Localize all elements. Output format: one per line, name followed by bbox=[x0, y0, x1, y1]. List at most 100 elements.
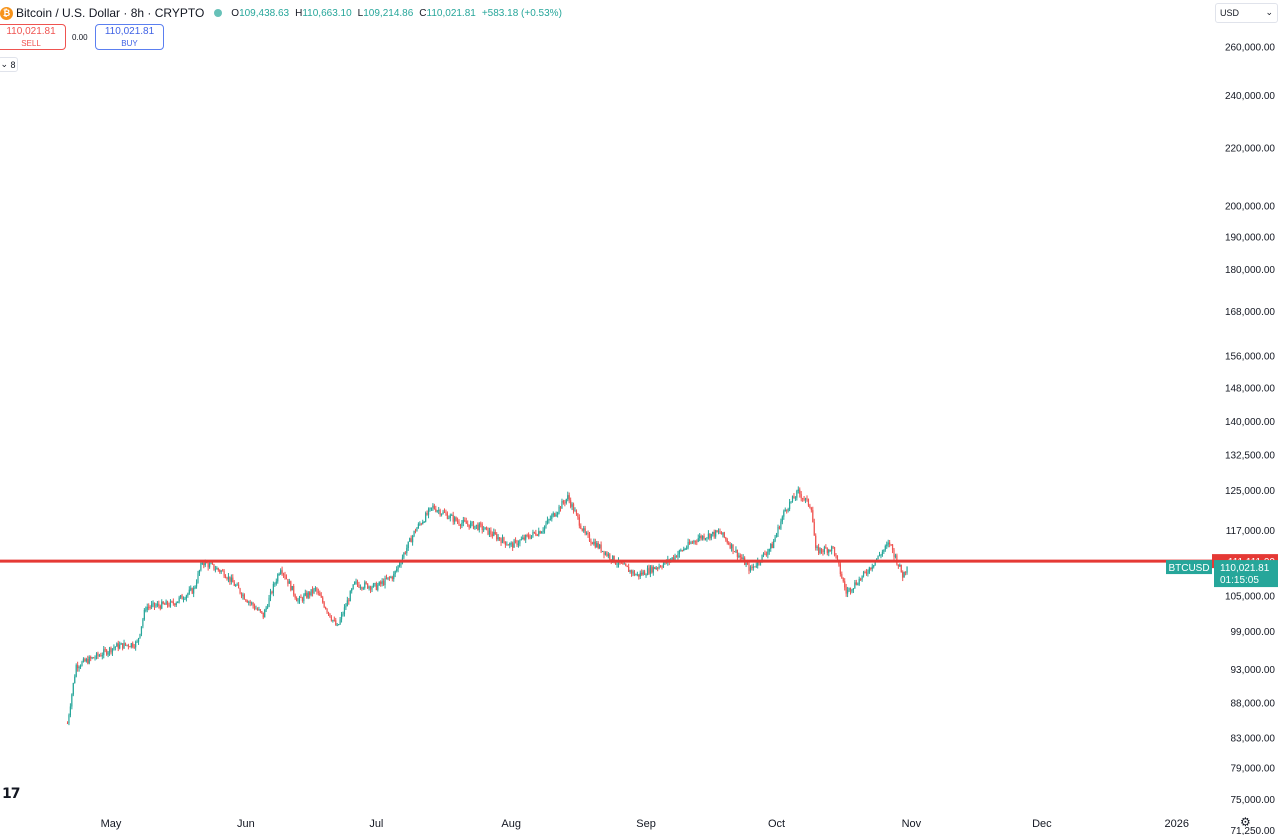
candle-body bbox=[129, 646, 131, 648]
candle-body bbox=[694, 540, 696, 542]
candle-body bbox=[409, 538, 411, 542]
currency-select[interactable]: USD ⌄ bbox=[1215, 3, 1278, 23]
candle-body bbox=[490, 530, 492, 535]
candle-body bbox=[839, 564, 841, 574]
candle-body bbox=[240, 593, 243, 597]
candle-body bbox=[291, 586, 293, 591]
candle-body bbox=[104, 649, 106, 651]
candle-body bbox=[130, 643, 132, 648]
candle-body bbox=[542, 530, 544, 533]
candle-body bbox=[558, 506, 560, 513]
candle-body bbox=[742, 557, 744, 559]
candle-body bbox=[197, 573, 199, 583]
candle-body bbox=[219, 570, 221, 572]
candle-body bbox=[288, 581, 290, 584]
candle-body bbox=[632, 571, 634, 574]
candle-body bbox=[831, 546, 833, 552]
chart-header: ₿ Bitcoin / U.S. Dollar · 8h · CRYPTO O1… bbox=[0, 5, 562, 21]
candle-body bbox=[278, 574, 280, 575]
candle-body bbox=[301, 598, 303, 601]
candle-body bbox=[500, 539, 502, 543]
y-tick-label: 180,000.00 bbox=[1225, 265, 1275, 276]
candle-body bbox=[425, 513, 427, 522]
candle-body bbox=[658, 566, 660, 568]
time-axis[interactable]: May Jun Jul Aug Sep Oct Nov Dec 2026 bbox=[101, 818, 1189, 830]
candle-body bbox=[397, 565, 399, 570]
candle-body bbox=[439, 510, 441, 515]
candle-body bbox=[316, 588, 318, 592]
candle-body bbox=[407, 541, 409, 548]
candle-body bbox=[791, 496, 794, 502]
candle-body bbox=[899, 564, 901, 567]
candle-body bbox=[423, 521, 425, 523]
candle-body bbox=[702, 535, 704, 539]
candle-body bbox=[572, 504, 575, 512]
candle-body bbox=[110, 647, 112, 653]
candle-body bbox=[655, 567, 657, 569]
candle-body bbox=[587, 533, 589, 535]
price-axis[interactable]: 260,000.00 240,000.00 220,000.00 200,000.00… bbox=[1225, 43, 1275, 835]
candle-body bbox=[429, 507, 431, 510]
candle-body bbox=[478, 523, 480, 530]
sell-price: 110,021.81 bbox=[6, 26, 56, 37]
buy-button[interactable]: 110,021.81 BUY bbox=[95, 24, 164, 50]
y-tick-label: 79,000.00 bbox=[1231, 764, 1276, 775]
candle-body bbox=[796, 490, 798, 498]
candle-body bbox=[514, 540, 517, 542]
candle-body bbox=[851, 590, 853, 592]
candle-body bbox=[535, 532, 537, 536]
candle-body bbox=[441, 513, 443, 515]
candle-body bbox=[396, 569, 398, 571]
candle-body bbox=[754, 566, 756, 568]
candle-body bbox=[66, 723, 69, 725]
candle-body bbox=[265, 607, 267, 611]
candle-body bbox=[149, 606, 151, 608]
candle-body bbox=[313, 588, 315, 593]
buy-label: BUY bbox=[121, 39, 138, 48]
candle-body bbox=[367, 583, 369, 589]
candle-body bbox=[146, 606, 148, 610]
candle-body bbox=[378, 581, 380, 586]
candle-body bbox=[116, 643, 118, 647]
candle-body bbox=[501, 537, 504, 543]
candle-body bbox=[574, 510, 576, 512]
candle-body bbox=[622, 563, 624, 565]
candle-body bbox=[503, 537, 505, 542]
symbol-title[interactable]: Bitcoin / U.S. Dollar · 8h · CRYPTO bbox=[16, 6, 205, 20]
candle-body bbox=[271, 591, 273, 594]
candle-body bbox=[828, 549, 830, 553]
candle-body bbox=[787, 509, 789, 511]
candle-body bbox=[861, 575, 863, 580]
candle-body bbox=[119, 644, 121, 649]
candle-body bbox=[729, 544, 731, 549]
candle-body bbox=[522, 537, 524, 540]
candle-body bbox=[233, 582, 235, 586]
candle-body bbox=[474, 525, 476, 529]
candle-body bbox=[800, 494, 802, 499]
candle-body bbox=[362, 587, 364, 589]
candle-body bbox=[649, 566, 651, 574]
symbol-tag-label: BTCUSD bbox=[1168, 563, 1209, 574]
candle-body bbox=[111, 648, 114, 653]
candle-body bbox=[517, 543, 520, 546]
candle-body bbox=[671, 557, 673, 560]
sell-button[interactable]: 110,021.81 SELL bbox=[0, 24, 66, 50]
candle-body bbox=[823, 547, 825, 552]
candle-body bbox=[74, 676, 76, 684]
candle-body bbox=[255, 608, 257, 610]
candle-body bbox=[485, 527, 488, 529]
candle-body bbox=[384, 577, 386, 585]
candle-body bbox=[239, 588, 241, 594]
candle-body bbox=[897, 564, 899, 567]
candle-body bbox=[178, 597, 180, 602]
candle-body bbox=[881, 551, 883, 556]
candle-body bbox=[222, 570, 224, 572]
gear-icon[interactable]: ⚙ bbox=[1240, 815, 1251, 829]
y-tick-label: 220,000.00 bbox=[1225, 144, 1275, 155]
candle-body bbox=[388, 577, 390, 579]
candle-body bbox=[751, 567, 753, 569]
candle-body bbox=[442, 511, 444, 514]
candle-body bbox=[499, 537, 501, 540]
indicators-toggle[interactable]: ⌄ 8 bbox=[0, 57, 18, 72]
